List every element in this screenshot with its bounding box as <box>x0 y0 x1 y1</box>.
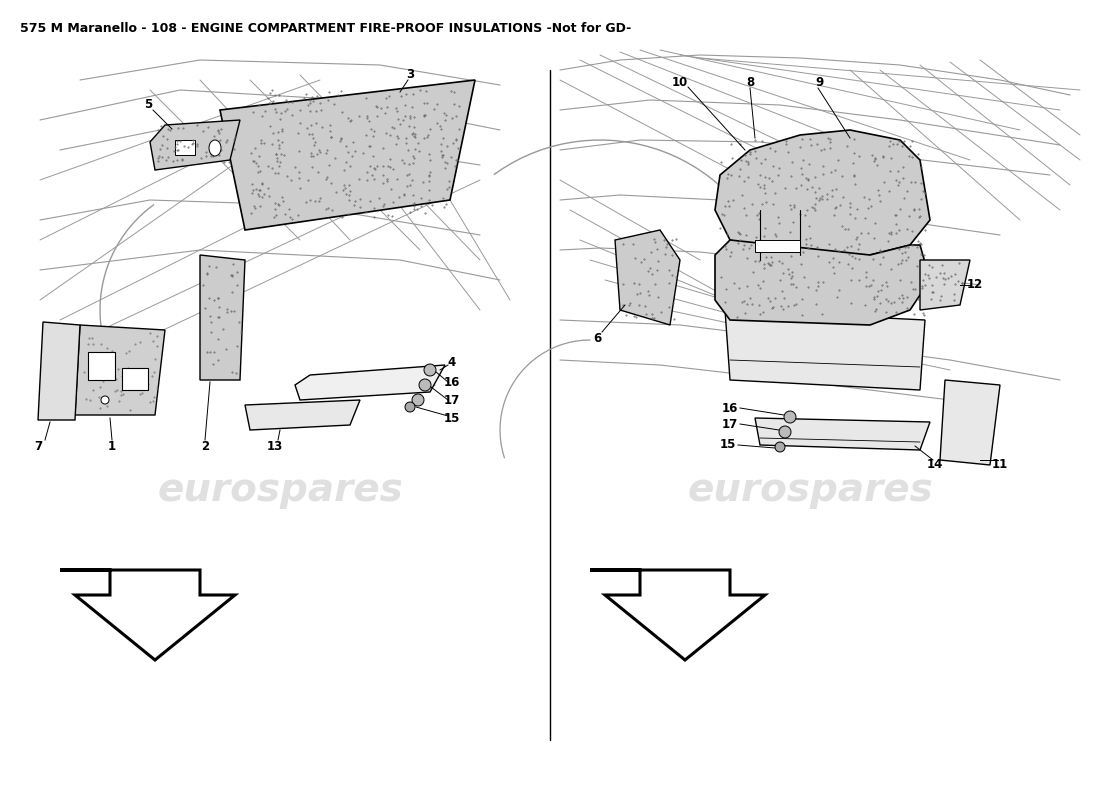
Text: 14: 14 <box>927 458 943 471</box>
Ellipse shape <box>209 140 221 156</box>
Text: 4: 4 <box>448 357 456 370</box>
Polygon shape <box>88 352 116 380</box>
Circle shape <box>405 402 415 412</box>
Circle shape <box>784 411 796 423</box>
Text: 8: 8 <box>746 75 755 89</box>
Text: 6: 6 <box>593 331 601 345</box>
Ellipse shape <box>101 396 109 404</box>
Polygon shape <box>150 120 240 170</box>
Text: 12: 12 <box>967 278 983 291</box>
Polygon shape <box>590 570 764 660</box>
Text: 13: 13 <box>267 441 283 454</box>
Text: 15: 15 <box>443 411 460 425</box>
Polygon shape <box>75 325 165 415</box>
Polygon shape <box>175 140 195 155</box>
Text: eurospares: eurospares <box>157 471 403 509</box>
Text: 3: 3 <box>406 69 414 82</box>
Circle shape <box>776 442 785 452</box>
Polygon shape <box>122 368 149 390</box>
Circle shape <box>419 379 431 391</box>
Circle shape <box>424 364 436 376</box>
Text: 11: 11 <box>992 458 1008 471</box>
Text: 15: 15 <box>719 438 736 451</box>
Polygon shape <box>39 322 80 420</box>
Text: eurospares: eurospares <box>688 471 933 509</box>
Text: 17: 17 <box>444 394 460 406</box>
Polygon shape <box>295 365 446 400</box>
Text: 7: 7 <box>34 441 42 454</box>
Text: 1: 1 <box>108 441 117 454</box>
Polygon shape <box>60 570 235 660</box>
Text: 16: 16 <box>443 377 460 390</box>
Text: 17: 17 <box>722 418 738 431</box>
Circle shape <box>779 426 791 438</box>
Text: 5: 5 <box>144 98 152 111</box>
Text: 2: 2 <box>201 441 209 454</box>
Polygon shape <box>615 230 680 325</box>
Text: 16: 16 <box>722 402 738 414</box>
Text: 10: 10 <box>672 75 689 89</box>
Polygon shape <box>725 310 925 390</box>
Circle shape <box>412 394 424 406</box>
Polygon shape <box>715 240 930 325</box>
Polygon shape <box>755 240 800 252</box>
Polygon shape <box>940 380 1000 465</box>
Polygon shape <box>755 418 930 450</box>
Polygon shape <box>200 255 245 380</box>
Polygon shape <box>245 400 360 430</box>
Polygon shape <box>920 260 970 310</box>
Text: 575 M Maranello - 108 - ENGINE COMPARTMENT FIRE-PROOF INSULATIONS -Not for GD-: 575 M Maranello - 108 - ENGINE COMPARTME… <box>20 22 631 35</box>
Polygon shape <box>715 130 930 260</box>
Polygon shape <box>220 80 475 230</box>
Text: 9: 9 <box>816 75 824 89</box>
